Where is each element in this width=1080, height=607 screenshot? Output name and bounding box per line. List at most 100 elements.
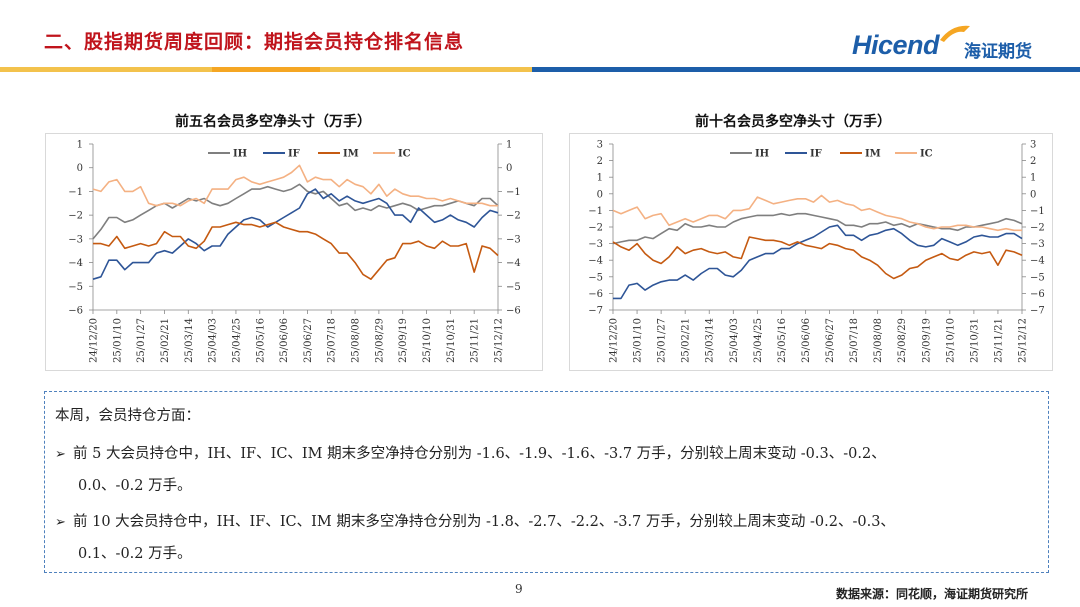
chart2-ytick-label-right: −3	[1030, 239, 1045, 250]
bullet2-continuation: 0.1、-0.2 万手。	[78, 546, 192, 562]
chart1-ytick-label-left: −5	[68, 282, 83, 293]
chart1-xtick-label: 25/01/10	[112, 318, 123, 363]
chart2-ytick-label-left: 3	[597, 140, 603, 151]
chart2-ytick-label-right: −4	[1030, 256, 1045, 267]
chart1-ytick-label-right: −3	[506, 234, 521, 245]
bullet2-text: 前 10 大会员持仓中，IH、IF、IC、IM 期末多空净持仓分别为 -1.8、…	[73, 514, 895, 530]
chart2-frame: 3 2 1 0 −1 −2 −3 −4 −5 −6 −7 3 2 1 0 −1 −2 −3 −4 −5 −6 −7 24/1…	[569, 133, 1053, 371]
chart2-legend-label-ic: IC	[920, 149, 933, 160]
chart1-ytick-label-right: 0	[506, 163, 512, 174]
chart1-ytick-label-left: −3	[68, 234, 83, 245]
chart1-title: 前五名会员多空净头寸（万手）	[175, 114, 371, 130]
chart1-legend-label-if: IF	[288, 149, 300, 160]
chart2-series-ic-line	[612, 194, 1022, 232]
chart2-xtick-label: 25/09/19	[921, 318, 932, 363]
chart2-xtick-label: 25/03/14	[705, 318, 716, 363]
header-bar-yellow-1	[0, 67, 212, 72]
chart2-ytick-label-left: −1	[588, 206, 603, 217]
chart2-ytick-label-right: −2	[1030, 223, 1045, 234]
chart1-ytick-label-left: −2	[68, 211, 83, 222]
chart2-ytick-label-left: −6	[588, 289, 603, 300]
chart1-xtick-label: 25/09/19	[398, 318, 409, 363]
chart1-xtick-label: 25/03/14	[184, 318, 195, 363]
chart2-ytick-label-right: 1	[1030, 173, 1036, 184]
chart1-xtick-label: 25/08/29	[374, 318, 385, 363]
chart2-ytick-label-left: 0	[597, 189, 603, 200]
chart1-svg: 1 0 −1 −2 −3 −4 −5 −6 1 0 −1 −2 −3 −4 −5 −6 24/12/20 25/0…	[68, 140, 521, 363]
header-bar-blue	[532, 67, 1080, 72]
chart2-legend-label-ih: IH	[755, 149, 769, 160]
chart1-xtick-label: 25/12/12	[494, 318, 505, 363]
chart1-xtick-label: 25/08/08	[351, 318, 362, 363]
chart1-ytick-label-left: −1	[68, 187, 83, 198]
chart2-legend-label-im: IM	[865, 149, 881, 160]
chart1-series-if-line	[92, 188, 499, 280]
chart2-xtick-label: 24/12/20	[609, 318, 620, 363]
chart1-xtick-label: 25/07/18	[327, 318, 338, 363]
chart2-xtick-label: 25/04/03	[729, 318, 740, 363]
chart1-xtick-label: 25/05/16	[255, 318, 266, 363]
chart2-ytick-label-left: −7	[588, 306, 603, 317]
chart2-xtick-label: 25/10/31	[969, 318, 980, 363]
page-title: 二、股指期货周度回顾：期指会员持仓排名信息	[44, 31, 465, 53]
chart2-ytick-label-left: 1	[597, 173, 603, 184]
summary-bullet-1: ➢ 前 5 大会员持仓中，IH、IF、IC、IM 期末多空净持仓分别为 -1.6、…	[55, 442, 886, 463]
summary-heading: 本周，会员持仓方面：	[55, 408, 200, 424]
chart2-ytick-label-right: 3	[1030, 140, 1036, 151]
chart1-frame: 1 0 −1 −2 −3 −4 −5 −6 1 0 −1 −2 −3 −4 −5 −6 24/12/20 25/0…	[45, 133, 543, 371]
chart1-ytick-label-left: −4	[68, 258, 83, 269]
chart1-legend-label-ic: IC	[398, 149, 411, 160]
chart1-xtick-label: 25/04/25	[231, 318, 242, 363]
chart1-ytick-label-right: −4	[506, 258, 521, 269]
summary-box: 本周，会员持仓方面： ➢ 前 5 大会员持仓中，IH、IF、IC、IM 期末多空净…	[44, 391, 1049, 573]
summary-bullet-2: ➢ 前 10 大会员持仓中，IH、IF、IC、IM 期末多空净持仓分别为 -1.8…	[55, 510, 895, 531]
chart2-series-im-line	[612, 236, 1023, 280]
chart2-ytick-label-right: 2	[1030, 156, 1036, 167]
chart2-ytick-label-left: 2	[597, 156, 603, 167]
chart2-xtick-label: 25/11/21	[993, 318, 1004, 363]
chart1-xtick-label: 25/02/21	[160, 318, 171, 363]
hicend-logo: Hicend 海证期货	[852, 25, 1062, 64]
chart1-ytick-label-left: 0	[77, 163, 83, 174]
chart2-xtick-label: 25/04/25	[753, 318, 764, 363]
chart2-xtick-label: 25/12/12	[1018, 318, 1029, 363]
chart2-xtick-label: 25/01/27	[657, 318, 668, 363]
logo-brand-text: Hicend	[852, 30, 940, 60]
chart2-title: 前十名会员多空净头寸（万手）	[695, 114, 891, 130]
header-bar-yellow-2	[320, 67, 532, 72]
chart1-ytick-label-left: 1	[77, 140, 83, 151]
chart1-ytick-label-left: −6	[68, 306, 83, 317]
chart2-xtick-label: 25/06/06	[801, 318, 812, 363]
chart2-xtick-label: 25/10/10	[945, 318, 956, 363]
chart1-xtick-label: 24/12/20	[89, 318, 100, 363]
chart1-xtick-label: 25/04/03	[208, 318, 219, 363]
chart2-xtick-label: 25/08/29	[897, 318, 908, 363]
chart2-ytick-label-left: −5	[588, 272, 603, 283]
chart1-xtick-label: 25/10/10	[422, 318, 433, 363]
chart2-xtick-label: 25/05/16	[777, 318, 788, 363]
chart1-ytick-label-right: −5	[506, 282, 521, 293]
chart2-series-if-line	[613, 224, 1023, 300]
chart2-xtick-label: 25/02/21	[681, 318, 692, 363]
chart2-ytick-label-right: −7	[1030, 306, 1045, 317]
chart1-ytick-label-right: −6	[506, 306, 521, 317]
chart2-ytick-label-right: 0	[1030, 189, 1036, 200]
bullet1-text: 前 5 大会员持仓中，IH、IF、IC、IM 期末多空净持仓分别为 -1.6、-…	[73, 446, 886, 462]
arrow-bullet-icon: ➢	[55, 447, 66, 462]
chart2-xtick-label: 25/07/18	[849, 318, 860, 363]
chart2-ytick-label-right: −6	[1030, 289, 1045, 300]
chart1-ytick-label-right: −2	[506, 211, 521, 222]
data-source: 数据来源：同花顺，海证期货研究所	[836, 587, 1029, 601]
logo-cn-text: 海证期货	[964, 42, 1032, 62]
arrow-bullet-icon: ➢	[55, 515, 66, 530]
chart2-ytick-label-left: −3	[588, 239, 603, 250]
chart2-legend-label-if: IF	[810, 149, 822, 160]
chart2-ytick-label-right: −5	[1030, 272, 1045, 283]
chart2-ytick-label-left: −4	[588, 256, 603, 267]
chart1-ytick-label-right: 1	[506, 140, 512, 151]
chart2-xtick-label: 25/01/10	[633, 318, 644, 363]
chart1-xtick-label: 25/11/21	[470, 318, 481, 363]
chart2-ytick-label-left: −2	[588, 223, 603, 234]
chart1-xtick-label: 25/01/27	[136, 318, 147, 363]
chart2-xtick-label: 25/08/08	[873, 318, 884, 363]
